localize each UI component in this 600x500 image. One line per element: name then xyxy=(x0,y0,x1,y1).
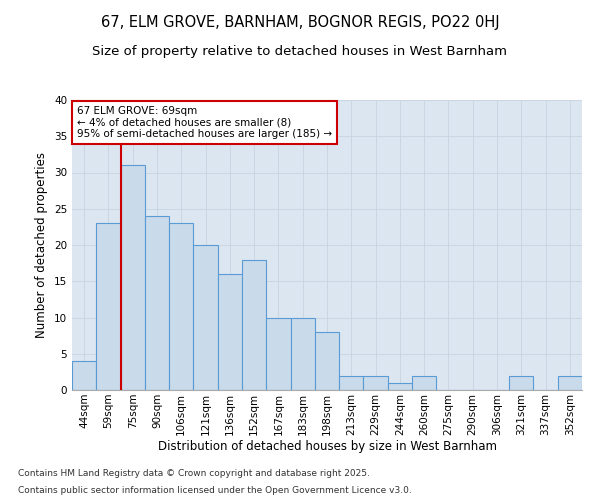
Bar xyxy=(364,376,388,390)
Bar xyxy=(315,332,339,390)
Text: 67 ELM GROVE: 69sqm
← 4% of detached houses are smaller (8)
95% of semi-detached: 67 ELM GROVE: 69sqm ← 4% of detached hou… xyxy=(77,106,332,139)
Bar xyxy=(558,376,582,390)
Bar xyxy=(193,245,218,390)
Bar xyxy=(242,260,266,390)
Bar xyxy=(388,383,412,390)
Bar xyxy=(121,165,145,390)
Bar xyxy=(339,376,364,390)
Bar xyxy=(509,376,533,390)
Bar xyxy=(72,361,96,390)
Bar xyxy=(169,223,193,390)
Bar xyxy=(145,216,169,390)
Bar xyxy=(218,274,242,390)
Bar xyxy=(96,223,121,390)
Text: Contains public sector information licensed under the Open Government Licence v3: Contains public sector information licen… xyxy=(18,486,412,495)
Bar xyxy=(266,318,290,390)
Text: Contains HM Land Registry data © Crown copyright and database right 2025.: Contains HM Land Registry data © Crown c… xyxy=(18,468,370,477)
Text: Size of property relative to detached houses in West Barnham: Size of property relative to detached ho… xyxy=(92,45,508,58)
Bar xyxy=(412,376,436,390)
Bar xyxy=(290,318,315,390)
Text: 67, ELM GROVE, BARNHAM, BOGNOR REGIS, PO22 0HJ: 67, ELM GROVE, BARNHAM, BOGNOR REGIS, PO… xyxy=(101,15,499,30)
X-axis label: Distribution of detached houses by size in West Barnham: Distribution of detached houses by size … xyxy=(157,440,497,454)
Y-axis label: Number of detached properties: Number of detached properties xyxy=(35,152,49,338)
